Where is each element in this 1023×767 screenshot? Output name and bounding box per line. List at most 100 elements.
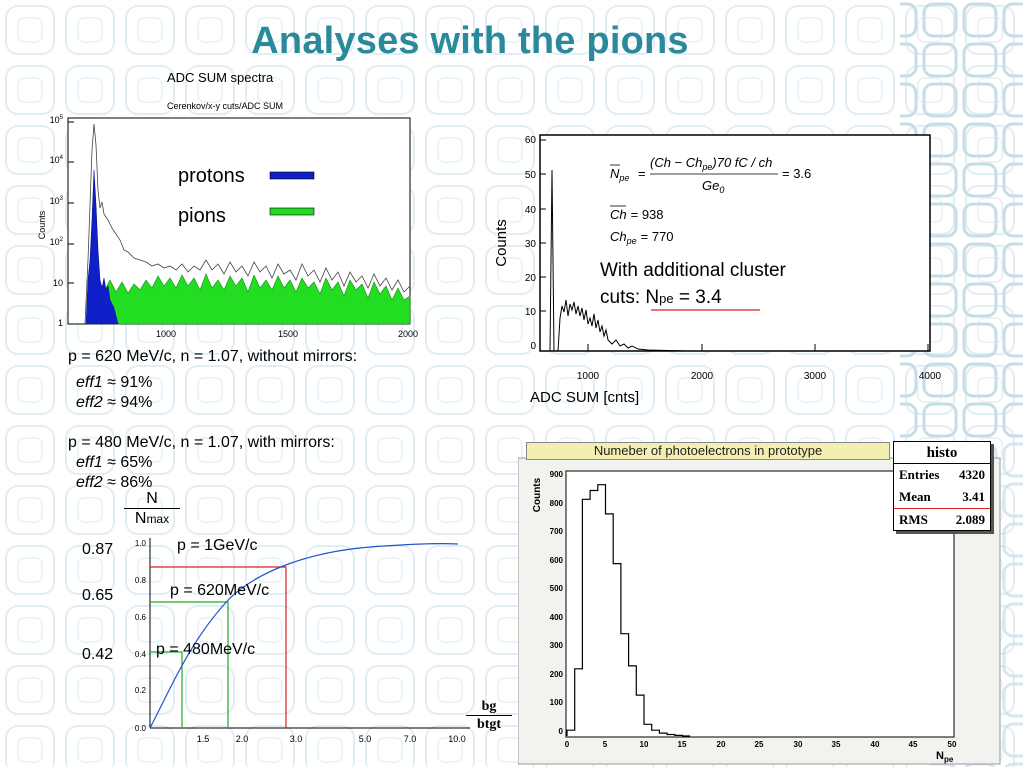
slide-title: Analyses with the pions	[251, 20, 689, 62]
pe-ytick: 400	[550, 613, 564, 622]
ratio-x-ticks: 1.5 2.0 3.0 5.0 7.0 10.0	[197, 734, 466, 744]
cluster-ytick: 30	[525, 239, 537, 250]
ratio-ytick: 0.4	[135, 650, 147, 659]
cluster-ytick: 50	[525, 170, 537, 181]
ratio-xtick: 1.5	[197, 734, 210, 744]
legend-pions-label: pions	[178, 205, 226, 227]
marker-value-087: 0.87	[82, 541, 114, 558]
marker-label-1gev: p = 1GeV/c	[177, 537, 258, 554]
case2-eff1: eff1 ≈ 65%	[76, 454, 153, 471]
cluster-cut-plot: Counts 60 50 40 30 20 10 0 1000 2000 300…	[493, 134, 942, 406]
adc-ytick: 1	[58, 318, 63, 328]
cluster-xtick: 4000	[919, 371, 942, 382]
cluster-note-line2: cuts: Npe = 3.4	[600, 287, 722, 308]
adc-ytick: 102	[50, 237, 64, 247]
pe-xtick: 35	[832, 740, 841, 749]
ratio-ylabel: N Nmax	[124, 490, 180, 529]
cluster-note-line1: With additional cluster	[600, 260, 787, 281]
case1-eff1: eff1 ≈ 91%	[76, 374, 153, 391]
cluster-histogram	[549, 169, 928, 352]
ratio-xlabel: bg btgt	[466, 698, 512, 734]
cluster-ytick: 0	[530, 341, 536, 352]
stats-box: histo Entries 4320 Mean 3.41 RMS 2.089	[893, 441, 991, 531]
pe-xtick: 50	[948, 740, 957, 749]
stats-rms-row: RMS 2.089	[894, 508, 990, 531]
pe-xtick: 15	[678, 740, 687, 749]
stats-name: histo	[894, 442, 990, 464]
pe-xlabel: Npe	[936, 750, 954, 764]
pe-ytick: 300	[550, 641, 564, 650]
pe-ytick: 900	[550, 470, 564, 479]
ch-pe: Chpe = 770	[610, 229, 674, 246]
marker-label-620mev: p = 620MeV/c	[170, 582, 269, 599]
pe-ytick: 0	[559, 727, 564, 736]
pe-xtick: 40	[871, 740, 880, 749]
marker-620mev	[150, 601, 229, 728]
marker-value-042: 0.42	[82, 646, 114, 663]
pe-xtick: 5	[603, 740, 608, 749]
cluster-xtick: 1000	[577, 371, 600, 382]
ratio-curve	[149, 543, 459, 729]
ratio-ytick: 0.8	[135, 576, 147, 585]
adc-x-ticks: 1000 1500 2000	[156, 329, 418, 339]
cluster-ytick: 20	[525, 273, 537, 284]
formula-lhs: Npe	[610, 166, 629, 183]
ratio-ytick: 0.0	[135, 724, 147, 733]
stats-entries-row: Entries 4320	[899, 467, 985, 482]
legend-protons-label: protons	[178, 165, 245, 187]
pe-ytick: 500	[550, 584, 564, 593]
marker-label-480mev: p = 480MeV/c	[156, 641, 255, 658]
pe-y-ticks: 900 800 700 600 500 400 300 200 100 0	[550, 470, 564, 736]
pe-ytick: 700	[550, 527, 564, 536]
adc-y-ticks: 105 104 103 102 10 1	[50, 115, 64, 328]
pe-ytick: 100	[550, 698, 564, 707]
ratio-xtick: 7.0	[404, 734, 417, 744]
stats-mean-row: Mean 3.41	[899, 489, 985, 504]
ratio-xtick: 10.0	[448, 734, 466, 744]
pe-xtick: 0	[565, 740, 570, 749]
cluster-x-ticks: 1000 2000 3000 4000	[577, 371, 942, 382]
pe-xtick: 45	[909, 740, 918, 749]
marker-value-065: 0.65	[82, 587, 114, 604]
adc-ylabel: Counts	[37, 210, 47, 239]
ratio-ytick: 1.0	[135, 539, 147, 548]
adc-ytick: 103	[50, 196, 64, 206]
cluster-xtick: 3000	[804, 371, 827, 382]
pe-xtick: 20	[717, 740, 726, 749]
adc-xtick: 1500	[278, 329, 298, 339]
ratio-y-ticks: 1.0 0.8 0.6 0.4 0.2 0.0	[135, 539, 147, 733]
case2-text: p = 480 MeV/c, n = 1.07, with mirrors:	[68, 434, 335, 451]
cluster-y-ticks: 60 50 40 30 20 10 0	[525, 135, 537, 352]
case1-eff2: eff2 ≈ 94%	[76, 394, 153, 411]
ch-mean: Ch = 938	[610, 207, 664, 222]
marker-1gev	[150, 566, 287, 728]
cluster-ylabel: Counts	[493, 219, 510, 267]
pe-histogram-label: Numeber of photoelectrons in prototype	[526, 442, 890, 460]
legend-pions-swatch	[269, 207, 315, 216]
cluster-ytick: 60	[525, 135, 537, 146]
adc-ytick: 10	[53, 278, 63, 288]
adc-plot-title: ADC SUM spectra	[167, 70, 274, 85]
ratio-ytick: 0.6	[135, 613, 147, 622]
cluster-xlabel: ADC SUM [cnts]	[530, 389, 639, 406]
pe-xtick: 10	[640, 740, 649, 749]
ratio-ytick: 0.2	[135, 686, 147, 695]
cluster-ytick: 10	[525, 307, 537, 318]
npe-formula: Npe = (Ch − Chpe)70 fC / ch Ge0 = 3.6 Ch…	[610, 155, 811, 246]
adc-ytick: 105	[50, 115, 64, 125]
pe-ylabel: Counts	[532, 477, 543, 512]
ratio-xtick: 5.0	[359, 734, 372, 744]
ratio-xtick: 3.0	[290, 734, 303, 744]
cluster-xtick: 2000	[691, 371, 714, 382]
adc-ytick: 104	[50, 155, 64, 165]
formula-numerator: (Ch − Chpe)70 fC / ch	[650, 155, 772, 172]
case1-text: p = 620 MeV/c, n = 1.07, without mirrors…	[68, 348, 358, 365]
pe-ytick: 200	[550, 670, 564, 679]
pe-xtick: 30	[794, 740, 803, 749]
case2-eff2: eff2 ≈ 86%	[76, 474, 153, 491]
adc-plot-subtitle: Cerenkov/x-y cuts/ADC SUM	[167, 101, 284, 111]
pe-ytick: 600	[550, 556, 564, 565]
ratio-xtick: 2.0	[236, 734, 249, 744]
pions-histogram	[89, 239, 411, 325]
cluster-ytick: 40	[525, 205, 537, 216]
